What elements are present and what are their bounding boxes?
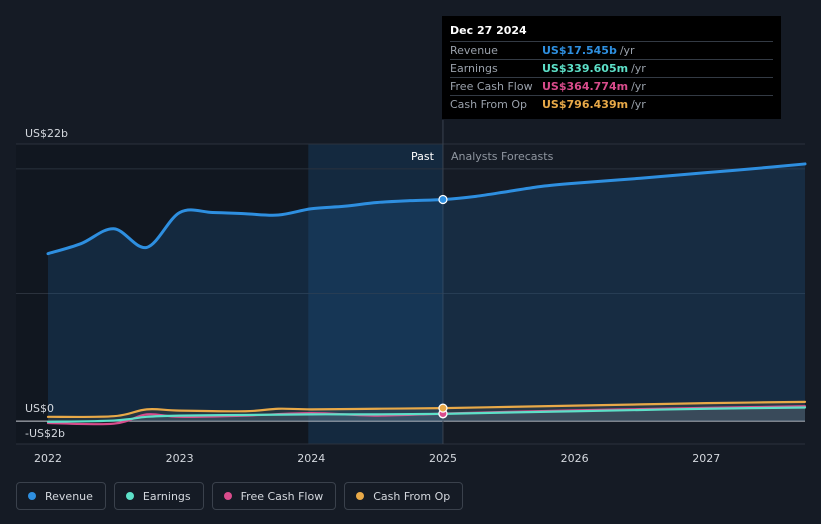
tooltip-row-revenue: Revenue US$17.545b /yr bbox=[450, 41, 773, 59]
tooltip-unit: /yr bbox=[631, 98, 646, 111]
revenue-line bbox=[46, 162, 807, 256]
legend-item-revenue[interactable]: Revenue bbox=[16, 482, 106, 510]
x-tick-label: 2025 bbox=[429, 452, 457, 465]
x-tick-label: 2026 bbox=[561, 452, 589, 465]
tooltip-row-earnings: Earnings US$339.605m /yr bbox=[450, 59, 773, 77]
x-tick-label: 2023 bbox=[166, 452, 194, 465]
legend-item-cash-from-op[interactable]: Cash From Op bbox=[344, 482, 464, 510]
legend-label: Cash From Op bbox=[373, 489, 451, 503]
tooltip-label: Revenue bbox=[450, 44, 498, 57]
legend-label: Free Cash Flow bbox=[240, 489, 324, 503]
y-tick-label: US$22b bbox=[25, 127, 68, 140]
tooltip-label: Free Cash Flow bbox=[450, 80, 533, 93]
legend-dot-icon bbox=[356, 492, 365, 500]
tooltip-unit: /yr bbox=[619, 44, 635, 57]
tooltip-label: Earnings bbox=[450, 62, 498, 75]
cash-from-op-marker bbox=[438, 403, 448, 413]
x-tick-label: 2022 bbox=[34, 452, 62, 465]
tooltip-value: US$339.605m bbox=[542, 62, 629, 75]
tooltip-unit: /yr bbox=[631, 62, 646, 75]
legend-dot-icon bbox=[125, 492, 134, 500]
revenue-marker bbox=[438, 194, 448, 205]
legend-dot-icon bbox=[223, 492, 232, 500]
y-tick-label: US$0 bbox=[25, 402, 54, 415]
past-label: Past bbox=[411, 150, 435, 163]
tooltip-row-free-cash-flow: Free Cash Flow US$364.774m /yr bbox=[450, 77, 773, 95]
y-tick-label: -US$2b bbox=[25, 427, 65, 440]
tooltip-value: US$17.545b bbox=[542, 44, 617, 57]
chart-tooltip: Dec 27 2024 Revenue US$17.545b /yr Earni… bbox=[442, 16, 781, 119]
tooltip-label: Cash From Op bbox=[450, 98, 528, 111]
legend-dot-icon bbox=[28, 492, 36, 500]
tooltip-date: Dec 27 2024 bbox=[450, 24, 527, 37]
tooltip-row-cash-from-op: Cash From Op US$796.439m /yr bbox=[450, 95, 773, 113]
legend-label: Revenue bbox=[45, 489, 93, 503]
chart-legend: Revenue Earnings Free Cash Flow Cash Fro… bbox=[16, 482, 464, 510]
legend-item-free-cash-flow[interactable]: Free Cash Flow bbox=[211, 482, 337, 510]
cash-from-op-line bbox=[46, 400, 807, 419]
tooltip-value: US$796.439m bbox=[542, 98, 629, 111]
earnings-line bbox=[46, 406, 807, 423]
x-tick-label: 2027 bbox=[692, 452, 720, 465]
legend-label: Earnings bbox=[142, 489, 191, 503]
legend-item-earnings[interactable]: Earnings bbox=[113, 482, 204, 510]
revenue-area bbox=[48, 163, 805, 422]
x-tick-label: 2024 bbox=[297, 452, 325, 465]
tooltip-value: US$364.774m bbox=[542, 80, 629, 93]
forecast-label: Analysts Forecasts bbox=[451, 150, 554, 163]
tooltip-unit: /yr bbox=[631, 80, 646, 93]
